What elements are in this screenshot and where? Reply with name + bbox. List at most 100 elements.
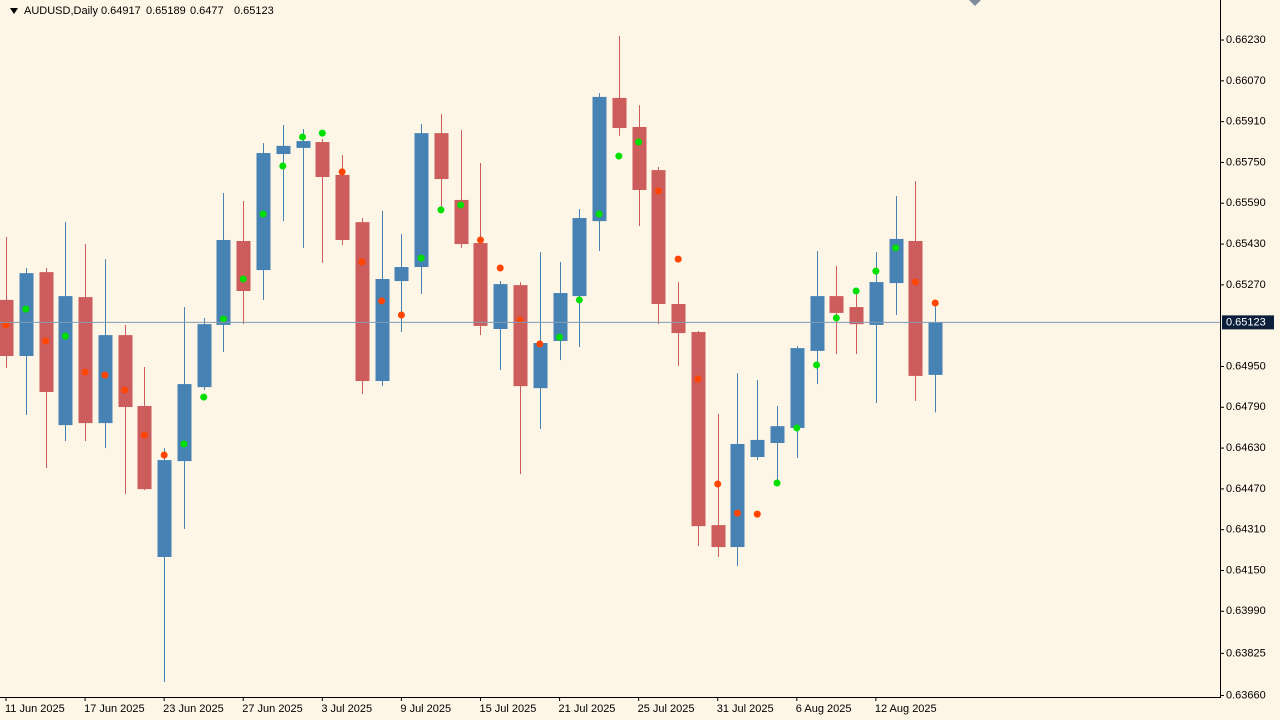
candle-body bbox=[434, 133, 449, 180]
chart-title: AUDUSD,Daily bbox=[24, 5, 98, 17]
signal-dot bbox=[121, 386, 129, 394]
signal-dot bbox=[635, 138, 643, 146]
signal-dot bbox=[22, 305, 30, 313]
signal-dot bbox=[378, 297, 386, 305]
candle-body bbox=[137, 406, 152, 490]
signal-dot bbox=[318, 129, 326, 137]
candle-body bbox=[78, 297, 93, 424]
y-tick-label: 0.65750 bbox=[1226, 156, 1266, 168]
candle-body bbox=[98, 335, 113, 424]
signal-dot bbox=[852, 287, 860, 295]
y-tick-label: 0.66230 bbox=[1226, 34, 1266, 46]
y-tick-label: 0.64950 bbox=[1226, 360, 1266, 372]
candle-body bbox=[908, 241, 923, 376]
candle-body bbox=[473, 243, 488, 326]
candle-body bbox=[553, 293, 568, 341]
y-tick-label: 0.65590 bbox=[1226, 197, 1266, 209]
y-tick-label: 0.65270 bbox=[1226, 279, 1266, 291]
candle-body bbox=[454, 199, 469, 245]
x-tick-label: 3 Jul 2025 bbox=[321, 703, 372, 715]
candle-body bbox=[651, 170, 666, 304]
candle-body bbox=[711, 525, 726, 548]
x-tick-label: 17 Jun 2025 bbox=[84, 703, 145, 715]
menu-triangle[interactable] bbox=[10, 8, 18, 14]
candle-body bbox=[849, 307, 864, 325]
y-tick-label: 0.64150 bbox=[1226, 564, 1266, 576]
ohlc-close: 0.65123 bbox=[234, 5, 274, 17]
candle-body bbox=[197, 324, 212, 388]
y-tick-label: 0.63825 bbox=[1226, 647, 1266, 659]
y-tick-label: 0.65910 bbox=[1226, 116, 1266, 128]
candle-body bbox=[810, 296, 825, 351]
candle-body bbox=[315, 142, 330, 177]
signal-dot bbox=[595, 210, 603, 218]
candle-body bbox=[19, 273, 34, 357]
y-tick-label: 0.64310 bbox=[1226, 524, 1266, 536]
candle-body bbox=[533, 343, 548, 389]
signal-dot bbox=[358, 258, 366, 266]
signal-dot bbox=[42, 337, 50, 345]
signal-dot bbox=[931, 299, 939, 307]
signal-dot bbox=[81, 368, 89, 376]
candle-body bbox=[394, 267, 409, 282]
candle-body bbox=[691, 332, 706, 527]
signal-dot bbox=[476, 236, 484, 244]
signal-dot bbox=[556, 333, 564, 341]
signal-dot bbox=[536, 340, 544, 348]
signal-dot bbox=[892, 244, 900, 252]
signal-dot bbox=[674, 255, 682, 263]
x-tick-label: 12 Aug 2025 bbox=[875, 703, 937, 715]
signal-dot bbox=[813, 361, 821, 369]
signal-dot bbox=[279, 162, 287, 170]
shift-marker bbox=[969, 0, 981, 6]
x-tick-label: 21 Jul 2025 bbox=[559, 703, 616, 715]
candle-body bbox=[632, 127, 647, 190]
candle-body bbox=[296, 141, 311, 148]
ohlc-low: 0.6477 bbox=[190, 5, 224, 17]
candle-body bbox=[375, 279, 390, 382]
ohlc-open: 0.64917 bbox=[101, 5, 141, 17]
candle-body bbox=[157, 460, 172, 557]
signal-dot bbox=[61, 332, 69, 340]
signal-dot bbox=[299, 133, 307, 141]
signal-dot bbox=[417, 254, 425, 262]
candle-body bbox=[177, 384, 192, 462]
candle-body bbox=[592, 96, 607, 222]
candle-body bbox=[750, 439, 765, 458]
candle-body bbox=[869, 282, 884, 325]
signal-dot bbox=[615, 152, 623, 160]
signal-dot bbox=[397, 311, 405, 319]
candle-body bbox=[276, 145, 291, 155]
signal-dot bbox=[733, 509, 741, 517]
signal-dot bbox=[457, 201, 465, 209]
ohlc-high: 0.65189 bbox=[146, 5, 186, 17]
candle-body bbox=[39, 272, 54, 392]
signal-dot bbox=[911, 278, 919, 286]
signal-dot bbox=[496, 264, 504, 272]
signal-dot bbox=[239, 275, 247, 283]
x-tick-label: 9 Jul 2025 bbox=[400, 703, 451, 715]
price-label: 0.65123 bbox=[1226, 316, 1266, 328]
candle-body bbox=[770, 426, 785, 443]
signal-dot bbox=[753, 510, 761, 518]
candle-body bbox=[414, 133, 429, 268]
candle-body bbox=[236, 241, 251, 291]
candle-body bbox=[216, 239, 231, 325]
signal-dot bbox=[694, 375, 702, 383]
signal-dot bbox=[200, 393, 208, 401]
candle-body bbox=[335, 174, 350, 240]
y-tick-label: 0.63660 bbox=[1226, 689, 1266, 701]
candle-body bbox=[730, 444, 745, 548]
candle-body bbox=[493, 284, 508, 329]
x-tick-label: 31 Jul 2025 bbox=[717, 703, 774, 715]
signal-dot bbox=[575, 296, 583, 304]
signal-dot bbox=[437, 206, 445, 214]
candle-body bbox=[572, 218, 587, 297]
candle-body bbox=[612, 97, 627, 129]
signal-dot bbox=[101, 371, 109, 379]
signal-dot bbox=[180, 440, 188, 448]
candle-body bbox=[671, 303, 686, 334]
signal-dot bbox=[338, 168, 346, 176]
